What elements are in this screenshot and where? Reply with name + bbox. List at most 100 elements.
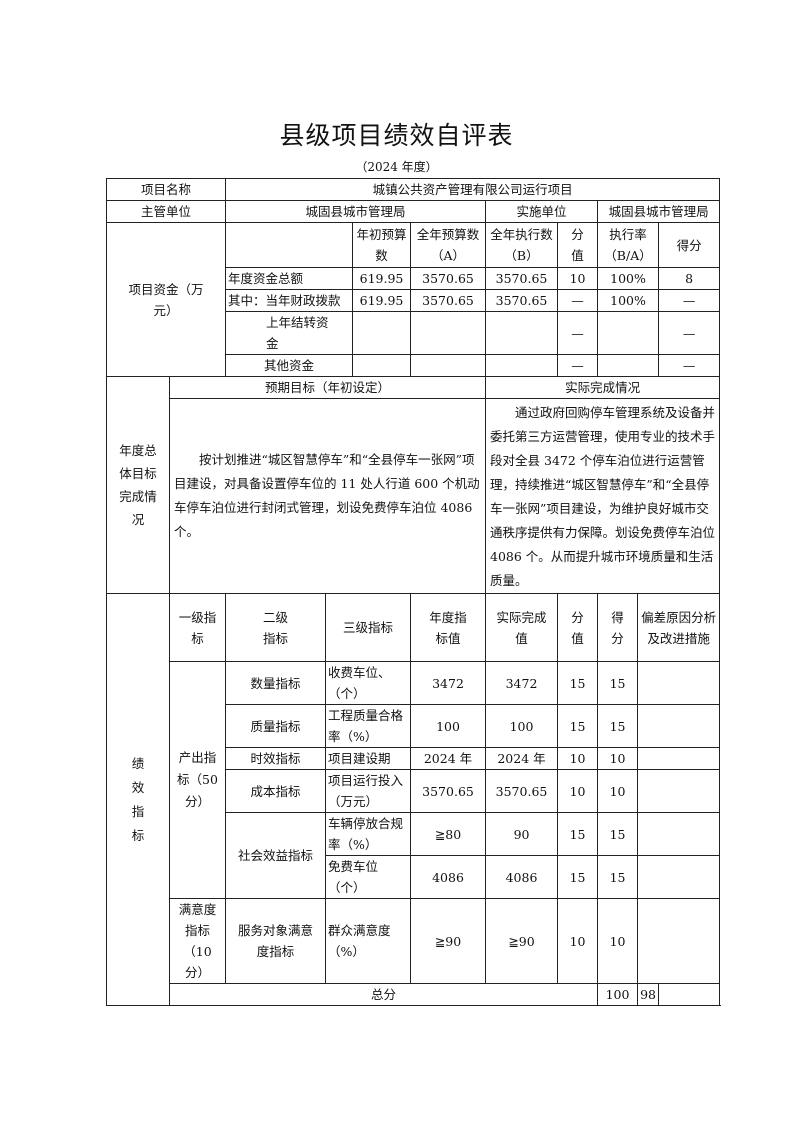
indicator-l2: 时效指标 [225,747,327,770]
indicator-actual: 3570.65 [485,769,559,813]
funds-cell: 100% [597,289,660,312]
page-title: 县级项目绩效自评表 [279,121,514,150]
funds-cell: 619.95 [352,267,412,290]
indicator-header: 偏差原因分析及改进措施 [637,593,721,662]
indicator-l3: 车辆停放合规率（%） [325,812,412,856]
indicator-weight: 15 [557,661,599,705]
impl-value: 城固县城市管理局 [597,200,721,223]
indicator-actual: 3472 [485,661,559,705]
funds-cell [597,354,660,377]
indicator-l3: 免费车位（个） [325,855,412,899]
indicator-header: 三级指标 [325,593,412,662]
indicator-weight: 15 [557,704,599,748]
funds-header-blank [225,222,354,268]
indicator-weight: 15 [557,812,599,856]
indicator-target: ≧90 [410,898,487,984]
indicator-target: 3472 [410,661,487,705]
indicator-score: 10 [597,747,639,770]
total-score: 98 [637,983,660,1006]
indicator-header: 得分 [597,593,639,662]
total-weight: 100 [597,983,639,1006]
funds-header: 年初预算数 [352,222,412,268]
funds-cell: 3570.65 [410,267,487,290]
indicator-weight: 10 [557,747,599,770]
indicator-l3: 收费车位、（个） [325,661,412,705]
indicator-actual: 4086 [485,855,559,899]
total-label: 总分 [168,983,599,1006]
indicator-note [637,898,721,984]
funds-cell: — [658,354,721,377]
indicators-label: 绩效指标 [106,593,170,1006]
indicator-note [637,855,721,899]
funds-cell: — [557,354,599,377]
output-indicator-label: 产出指标（50分） [168,661,227,899]
indicator-target: 4086 [410,855,487,899]
indicator-l2: 服务对象满意度指标 [225,898,327,984]
indicator-actual: ≧90 [485,898,559,984]
indicator-weight: 10 [557,769,599,813]
funds-cell: — [557,311,599,355]
funds-cell [410,354,487,377]
indicator-score: 15 [597,704,639,748]
funds-row-label: 上年结转资金 [225,311,354,355]
expected-header: 预期目标（年初设定） [168,376,487,399]
indicator-score: 15 [597,812,639,856]
project-name-label: 项目名称 [105,178,227,201]
actual-header: 实际完成情况 [485,376,721,399]
indicator-l3: 项目运行投入（万元） [325,769,412,813]
funds-cell [352,354,412,377]
dept-label: 主管单位 [105,200,227,223]
funds-cell: — [658,311,721,355]
indicator-l3: 群众满意度（%） [325,898,412,984]
page-subtitle: （2024 年度） [355,160,438,174]
indicator-score: 15 [597,661,639,705]
indicator-score: 10 [597,898,639,984]
indicator-l2: 成本指标 [225,769,327,813]
indicator-header: 年度指标值 [410,593,487,662]
indicator-weight: 10 [557,898,599,984]
goals-label: 年度总体目标完成情况 [106,376,170,594]
indicator-note [637,812,721,856]
funds-cell: — [557,289,599,312]
funds-row-label: 年度资金总额 [225,267,354,290]
indicator-l3: 工程质量合格率（%） [325,704,412,748]
satisfaction-indicator-label: 满意度指标（10分） [168,898,227,984]
indicator-header: 实际完成值 [485,593,559,662]
funds-cell [485,354,559,377]
indicator-header: 一级指标 [168,593,227,662]
funds-header: 执行率（B/A） [597,222,660,268]
project-name: 城镇公共资产管理有限公司运行项目 [225,178,721,201]
impl-label: 实施单位 [485,200,599,223]
indicator-actual: 2024 年 [485,747,559,770]
funds-cell: 8 [658,267,721,290]
indicator-header: 二级指标 [225,593,327,662]
indicator-l2: 数量指标 [225,661,327,705]
indicator-actual: 90 [485,812,559,856]
indicator-target: ≧80 [410,812,487,856]
dept-value: 城固县城市管理局 [225,200,487,223]
funds-label: 项目资金（万元） [105,222,227,377]
funds-header: 全年预算数（A） [410,222,487,268]
indicator-note [637,661,721,705]
funds-row-label: 其中：当年财政拨款 [225,289,354,312]
indicator-header: 分值 [557,593,599,662]
total-note [658,983,721,1006]
funds-cell [597,311,660,355]
indicator-note [637,704,721,748]
indicator-target: 2024 年 [410,747,487,770]
indicator-score: 10 [597,769,639,813]
funds-header: 全年执行数（B） [485,222,559,268]
funds-cell: 3570.65 [485,267,559,290]
indicator-target: 100 [410,704,487,748]
expected-goal-text: 按计划推进“城区智慧停车”和“全县停车一张网”项目建设，对具备设置停车位的 11… [168,398,487,594]
indicator-actual: 100 [485,704,559,748]
indicator-note [637,747,721,770]
funds-cell: — [658,289,721,312]
funds-cell: 10 [557,267,599,290]
funds-cell: 100% [597,267,660,290]
indicator-l2: 质量指标 [225,704,327,748]
funds-cell: 3570.65 [410,289,487,312]
funds-cell: 3570.65 [485,289,559,312]
funds-header: 分值 [557,222,599,268]
funds-cell [352,311,412,355]
